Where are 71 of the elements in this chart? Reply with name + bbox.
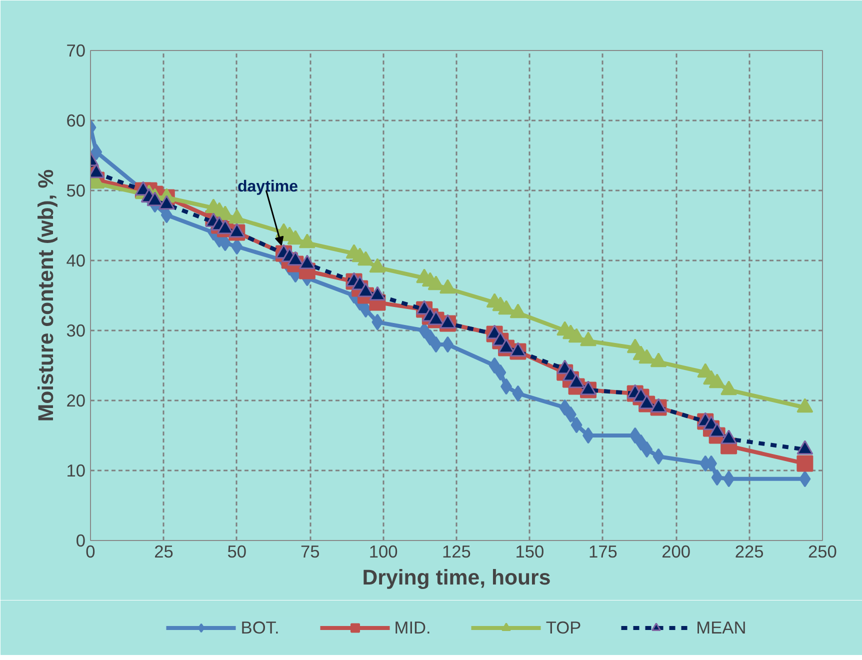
point <box>580 380 597 396</box>
point <box>635 434 647 451</box>
point <box>228 209 246 224</box>
y-tick-label: 20 <box>66 390 86 410</box>
point <box>430 336 442 353</box>
point <box>500 378 512 395</box>
point <box>641 441 653 458</box>
x-tick-label: 175 <box>588 542 618 562</box>
x-tick-label: 125 <box>442 542 471 562</box>
y-tick-label: 60 <box>66 110 86 130</box>
legend-label: BOT. <box>240 617 280 638</box>
x-tick-label: 225 <box>734 542 764 562</box>
point <box>650 398 667 413</box>
y-tick-label: 50 <box>66 180 86 200</box>
point <box>796 398 814 413</box>
x-tick-label: 75 <box>300 542 320 562</box>
point <box>559 399 571 416</box>
legend-label: MEAN <box>696 617 746 638</box>
legend-label: TOP <box>546 617 582 638</box>
point <box>494 364 506 381</box>
annotation: daytime <box>238 178 298 196</box>
point <box>428 310 444 326</box>
point <box>357 251 374 266</box>
point <box>652 448 664 465</box>
point <box>498 338 515 354</box>
point <box>287 251 304 266</box>
point <box>720 380 738 396</box>
point <box>510 342 526 357</box>
point <box>228 223 246 238</box>
point <box>510 304 526 318</box>
point <box>439 279 456 294</box>
legend-label: MID. <box>394 617 431 638</box>
point <box>629 427 641 444</box>
point <box>298 254 316 270</box>
point <box>570 416 582 434</box>
point <box>439 314 456 329</box>
point <box>158 195 175 210</box>
point <box>369 258 386 273</box>
x-tick-label: 250 <box>808 542 837 562</box>
point <box>298 234 316 248</box>
y-tick-label: 40 <box>66 250 86 270</box>
point <box>488 357 500 374</box>
x-tick-label: 100 <box>368 542 398 562</box>
x-tick-label: 150 <box>515 542 544 562</box>
y-tick-label: 10 <box>66 460 86 480</box>
y-axis-title: Moisture content (wb), % <box>34 169 58 422</box>
x-axis-title: Drying time, hours <box>362 566 551 590</box>
x-tick-label: 200 <box>662 542 691 562</box>
point <box>424 329 436 346</box>
point <box>723 470 735 488</box>
point <box>711 469 723 486</box>
point <box>564 406 576 423</box>
point <box>796 455 814 472</box>
point <box>216 220 234 234</box>
point <box>369 286 386 301</box>
point <box>580 332 597 346</box>
y-tick-label: 70 <box>66 40 86 60</box>
point <box>357 282 374 298</box>
y-tick-label: 30 <box>66 320 86 340</box>
point <box>372 314 384 330</box>
point <box>799 470 811 488</box>
point <box>146 192 164 206</box>
point <box>568 374 585 388</box>
point <box>638 394 656 410</box>
point <box>512 385 524 402</box>
x-tick-label: 25 <box>154 542 174 562</box>
point <box>442 336 454 353</box>
point <box>650 352 667 368</box>
point <box>708 374 726 388</box>
x-tick-label: 50 <box>227 542 247 562</box>
point <box>582 427 594 444</box>
